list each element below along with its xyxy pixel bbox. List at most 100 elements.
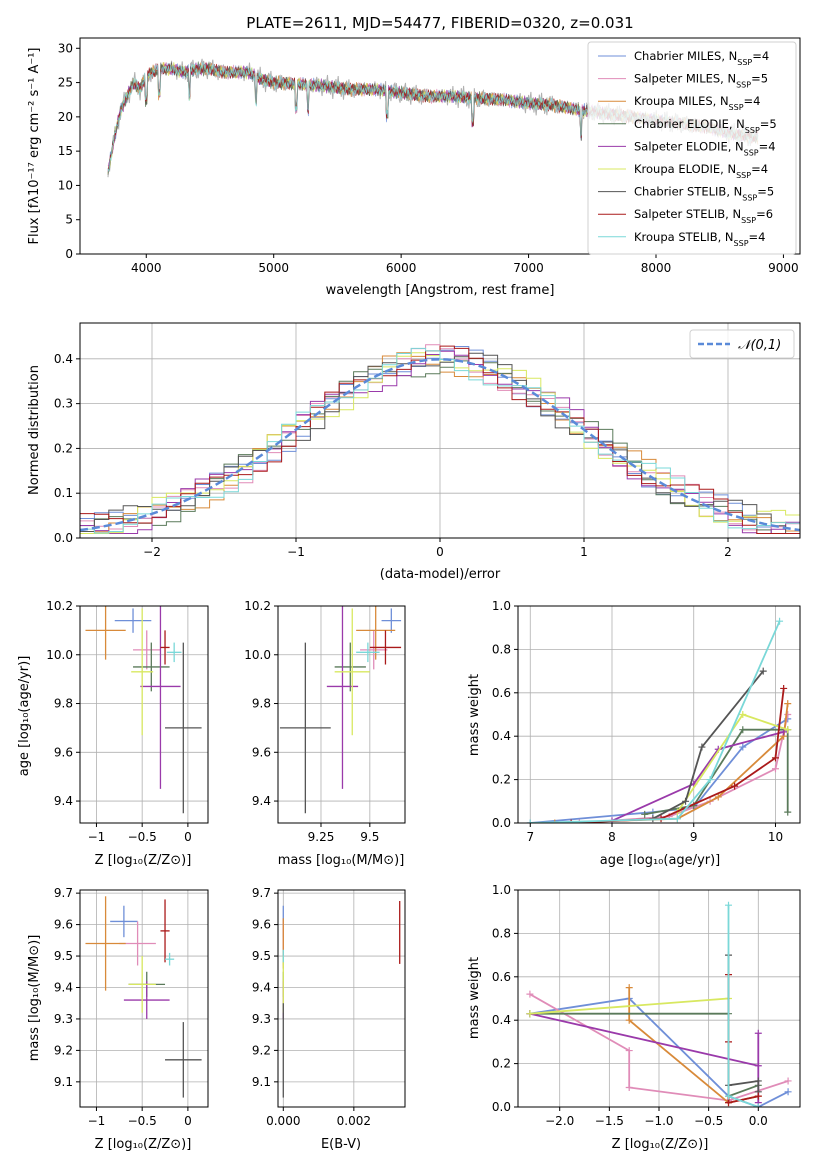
p5-point-marker (780, 684, 788, 692)
mass-weight-vs-Z-panel: −2.0 −1.5 −1.0 −0.5 0.0 0.0 0.2 0.4 0.6 0.8 1.0 Z … (467, 883, 801, 1152)
spectrum-xtick-label: 5000 (258, 261, 289, 275)
p5-series-line (530, 620, 781, 823)
spectrum-xtick-label: 8000 (641, 261, 672, 275)
spectrum-ytick-label: 10 (58, 178, 73, 192)
p5-point-marker (739, 726, 747, 734)
p7-xtick-label: 0.000 (266, 1114, 300, 1128)
p8-point-marker (625, 1047, 633, 1055)
p5-series-line (652, 670, 764, 820)
spectrum-legend-label: Salpeter STELIB, NSSP=6 (634, 207, 773, 225)
spectrum-legend-label: Chabrier MILES, NSSP=4 (634, 49, 769, 67)
p7-ytick-label: 9.2 (252, 1043, 271, 1057)
p5-ytick-label: 0.4 (492, 729, 511, 743)
residuals-content (80, 344, 800, 534)
p5-point-marker (776, 617, 784, 625)
residuals-histogram (80, 344, 800, 531)
p5-grid (518, 605, 800, 824)
p8-point-marker (784, 1077, 792, 1085)
p8-ytick-label: 0.6 (492, 970, 511, 984)
p8-point-marker (725, 1099, 733, 1107)
p8-content (526, 901, 792, 1107)
spectrum-legend-label: Salpeter ELODIE, NSSP=4 (634, 139, 776, 157)
residuals-histogram (80, 352, 800, 534)
p3-ytick-label: 9.8 (54, 697, 73, 711)
p8-point-marker (754, 1077, 762, 1085)
residuals-histogram (80, 347, 800, 534)
p6-xtick-label: 0 (184, 1114, 192, 1128)
spectrum-panel: 4000 5000 6000 7000 8000 9000 0 5 10 15 20 25 30 Cha… (27, 37, 801, 298)
p8-xtick-label: −2.0 (545, 1114, 574, 1128)
spectrum-xtick-label: 4000 (131, 261, 162, 275)
mass-weight-vs-age-ylabel: mass weight (467, 674, 482, 756)
mass-vs-Z-xlabel: Z [log₁₀(Z/Z⊙)] (95, 1137, 192, 1152)
p6-ytick-label: 9.7 (54, 886, 73, 900)
mass-weight-vs-age-xlabel: age [log₁₀(age/yr)] (600, 853, 721, 868)
spectrum-legend: Chabrier MILES, NSSP=4 Salpeter MILES, NS… (598, 49, 777, 247)
residuals-xtick-label: −1 (287, 545, 305, 559)
p8-ytick-label: 0.0 (492, 1100, 511, 1114)
p6-grid (80, 890, 208, 1107)
age-vs-Z-xlabel: Z [log₁₀(Z/Z⊙)] (95, 853, 192, 868)
p4-ytick-label: 9.6 (252, 745, 271, 759)
p4-axes: 9.25 9.5 9.4 9.6 9.8 10.0 10.2 (244, 599, 406, 844)
p8-ytick-label: 0.8 (492, 926, 511, 940)
residuals-ytick-label: 0.0 (54, 531, 73, 545)
p5-series-line (554, 703, 789, 823)
p8-series-line (727, 955, 760, 1092)
residuals-ytick-label: 0.1 (54, 486, 73, 500)
p3-content (85, 606, 202, 814)
p8-point-marker (625, 1083, 633, 1091)
p5-point-marker (739, 743, 747, 751)
spectrum-legend-box (587, 41, 797, 255)
p8-point-marker (526, 1010, 534, 1018)
residuals-xtick-label: −2 (143, 545, 161, 559)
spectrum-legend-label: Salpeter MILES, NSSP=5 (634, 72, 768, 90)
p5-point-marker (551, 819, 559, 823)
p4-ytick-label: 9.8 (252, 697, 271, 711)
p6-ytick-label: 9.5 (54, 949, 73, 963)
p5-point-marker (739, 711, 747, 718)
p6-axes: −1 −0.5 0 9.1 9.2 9.3 9.4 9.5 9.6 9.7 (54, 886, 209, 1128)
spectrum-legend-label: Kroupa MILES, NSSP=4 (634, 94, 760, 112)
p7-ytick-label: 9.6 (252, 918, 271, 932)
p3-xtick-label: −1 (88, 830, 106, 844)
p5-ytick-label: 0.8 (492, 642, 511, 656)
spectrum-legend-label: Kroupa STELIB, NSSP=4 (634, 230, 765, 248)
residuals-xtick-label: 0 (436, 545, 444, 559)
p6-ytick-label: 9.6 (54, 918, 73, 932)
p5-point-marker (567, 819, 575, 823)
mass-weight-vs-Z-plot: −2.0 −1.5 −1.0 −0.5 0.0 0.0 0.2 0.4 0.6 0.8 1.0 (492, 883, 801, 1128)
residuals-ytick-label: 0.2 (54, 441, 73, 455)
p7-ytick-label: 9.3 (252, 1012, 271, 1026)
p4-xtick-label: 9.5 (360, 830, 379, 844)
p8-xtick-label: −0.5 (694, 1114, 723, 1128)
p6-xtick-label: −0.5 (128, 1114, 157, 1128)
p8-series-line (727, 905, 759, 1107)
p5-xtick-label: 8 (608, 830, 616, 844)
p8-axes: −2.0 −1.5 −1.0 −0.5 0.0 0.0 0.2 0.4 0.6 0.8 1.0 (492, 883, 801, 1128)
mass-vs-Z-plot: −1 −0.5 0 9.1 9.2 9.3 9.4 9.5 9.6 9.7 (54, 886, 209, 1128)
residuals-panel: −2 −1 0 1 2 0.0 0.1 0.2 0.3 0.4 𝒩(0,1) (data-mode… (27, 322, 801, 582)
p8-point-marker (725, 1092, 733, 1100)
p5-ytick-label: 0.0 (492, 816, 511, 830)
p3-ytick-label: 9.4 (54, 794, 73, 808)
p3-ytick-label: 9.6 (54, 745, 73, 759)
p6-ytick-label: 9.4 (54, 980, 73, 994)
spectrum-ytick-label: 25 (58, 76, 73, 90)
p7-frame (277, 889, 406, 1108)
p7-grid (278, 890, 405, 1107)
p3-xtick-label: −0.5 (128, 830, 157, 844)
p5-series-line (530, 718, 789, 823)
residuals-ytick-label: 0.3 (54, 397, 73, 411)
residuals-xlabel: (data-model)/error (380, 567, 501, 582)
residuals-legend-label: 𝒩(0,1) (738, 338, 781, 353)
spectrum-plot: 4000 5000 6000 7000 8000 9000 0 5 10 15 20 25 30 (58, 37, 801, 275)
p5-axes: 7 8 9 10 0.0 0.2 0.4 0.6 0.8 1.0 (492, 599, 801, 844)
p5-point-marker (641, 810, 649, 818)
p4-ytick-label: 9.4 (252, 794, 271, 808)
p7-ytick-label: 9.7 (252, 886, 271, 900)
p6-ytick-label: 9.2 (54, 1043, 73, 1057)
p3-ytick-label: 10.2 (46, 599, 73, 613)
p6-content (85, 896, 202, 1098)
age-vs-mass-panel: 9.25 9.5 9.4 9.6 9.8 10.0 10.2 mass [log₁₀(M/M… (244, 599, 406, 868)
